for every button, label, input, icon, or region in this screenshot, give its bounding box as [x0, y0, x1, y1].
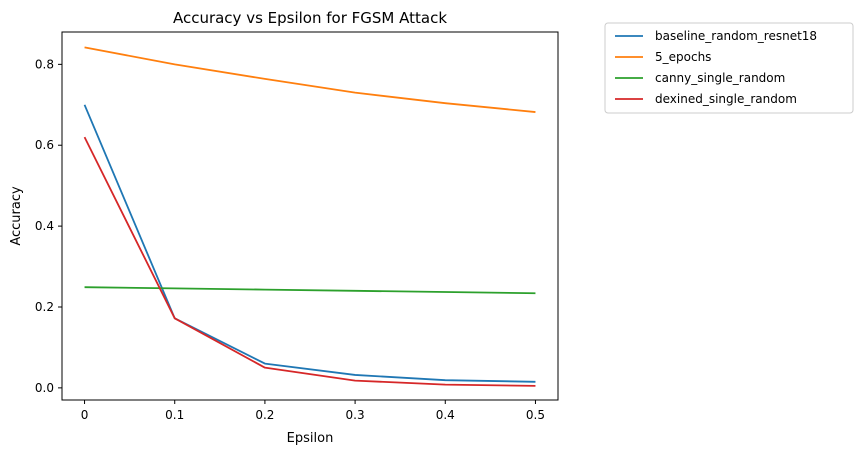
- series-line-baseline-random-resnet18: [83, 104, 536, 383]
- series-lines: [83, 46, 536, 387]
- chart-title: Accuracy vs Epsilon for FGSM Attack: [173, 9, 447, 27]
- legend-label: 5_epochs: [655, 50, 711, 64]
- legend-label: baseline_random_resnet18: [655, 29, 817, 43]
- x-tick-label: 0.5: [526, 408, 545, 422]
- series-line-dexined-single-random: [83, 136, 536, 387]
- series-line-5-epochs: [84, 46, 536, 113]
- x-tick-label: 0.3: [346, 408, 365, 422]
- plot-frame: [61, 31, 559, 401]
- y-tick-label: 0.0: [35, 381, 54, 395]
- legend-label: canny_single_random: [655, 71, 785, 85]
- legend: baseline_random_resnet18 5_epochs canny_si…: [604, 22, 854, 114]
- x-tick-label: 0.1: [165, 408, 184, 422]
- y-tick-label: 0.6: [35, 138, 54, 152]
- x-tick-label: 0.2: [255, 408, 274, 422]
- y-tick-label: 0.8: [35, 57, 54, 71]
- x-axis: 0 0.1 0.2 0.3 0.4 0.5: [81, 400, 545, 422]
- x-axis-label: Epsilon: [287, 431, 334, 446]
- y-tick-label: 0.4: [35, 219, 54, 233]
- x-tick-label: 0.4: [436, 408, 455, 422]
- legend-box: [604, 22, 854, 114]
- y-axis: 0.0 0.2 0.4 0.6 0.8: [35, 57, 62, 395]
- y-axis-label: Accuracy: [9, 186, 24, 246]
- y-tick-label: 0.2: [35, 300, 54, 314]
- legend-label: dexined_single_random: [655, 92, 797, 106]
- x-tick-label: 0: [81, 408, 89, 422]
